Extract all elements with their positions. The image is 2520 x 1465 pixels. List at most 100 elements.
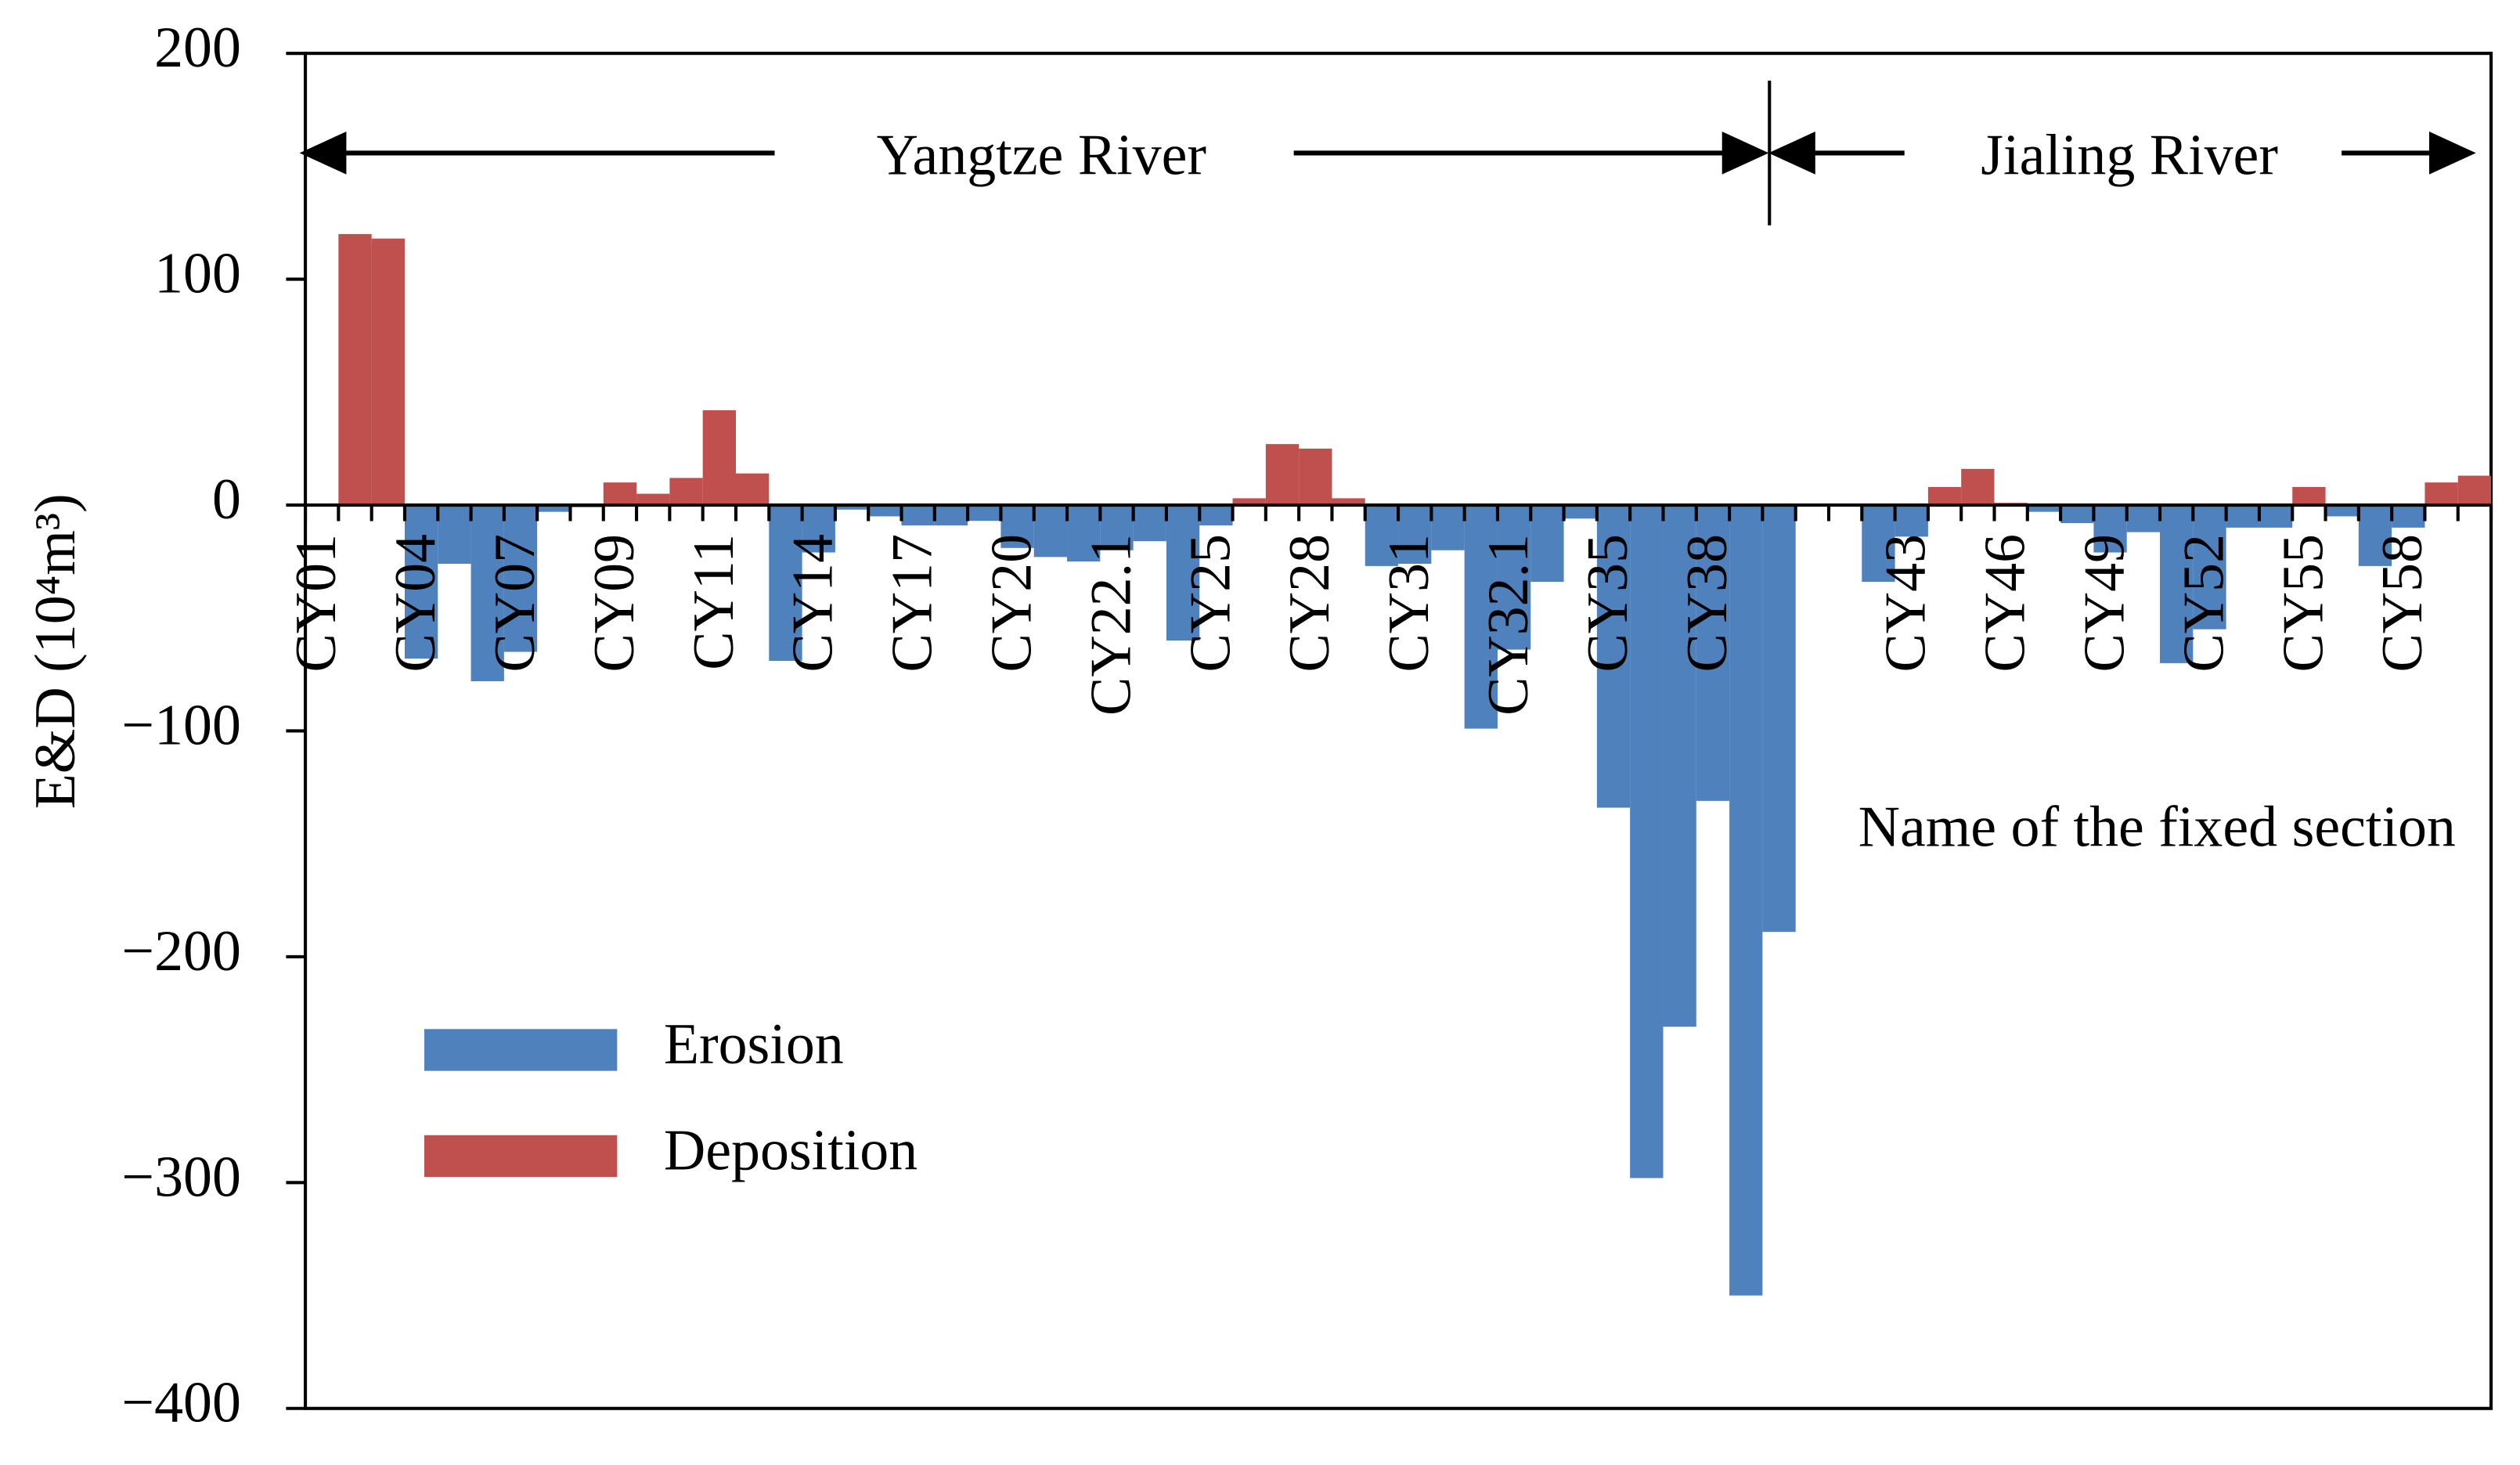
bar [2325, 505, 2359, 517]
x-tick-label: CY14 [781, 534, 845, 673]
x-tick-label: CY17 [880, 534, 944, 673]
x-tick-label: CY35 [1575, 534, 1639, 673]
legend-swatch [424, 1135, 618, 1178]
bar [1497, 505, 1531, 650]
bar [1431, 505, 1465, 550]
bar [2060, 505, 2094, 524]
x-tick-label: CY28 [1277, 534, 1341, 673]
bar [1365, 505, 1399, 566]
bar [1530, 505, 1564, 583]
bar [1762, 505, 1796, 933]
bar [2259, 505, 2293, 528]
y-axis-label: E&D (10⁴m³) [23, 493, 87, 809]
bar [1729, 505, 1763, 1296]
bar [901, 505, 935, 525]
bar [1100, 505, 1134, 550]
x-tick-label: CY07 [482, 534, 546, 673]
annotation: Yangtze River [877, 123, 1206, 187]
bar [2093, 505, 2127, 553]
bar [338, 233, 372, 506]
arrows [299, 132, 2476, 175]
legend-label: Erosion [664, 1012, 844, 1076]
bar [1033, 505, 1068, 557]
y-tick-label: −400 [121, 1370, 241, 1434]
bar [2226, 505, 2259, 528]
x-tick-label: CY32.1 [1476, 534, 1540, 716]
x-tick-label: CY11 [681, 534, 745, 670]
bar [1630, 505, 1664, 1178]
legend-swatch [424, 1029, 618, 1071]
y-tick-label: −100 [121, 692, 241, 756]
bar [1862, 505, 1895, 583]
bar [2160, 505, 2194, 663]
bar [371, 238, 405, 506]
bar [438, 505, 471, 565]
y-tick-label: −200 [121, 918, 241, 983]
bar [1000, 505, 1034, 548]
x-tick-label: CY38 [1675, 534, 1739, 673]
bar [1596, 505, 1631, 808]
bar [1464, 505, 1498, 729]
x-tick-label: CY04 [383, 534, 447, 673]
x-tick-label: CY55 [2270, 534, 2334, 673]
plot-frame [304, 52, 2493, 1410]
x-tick-label: CY58 [2370, 534, 2434, 673]
bar [802, 505, 835, 553]
x-tick-label: CY20 [979, 534, 1044, 673]
bar [1332, 498, 1365, 506]
x-tick-label: CY49 [2072, 534, 2136, 673]
bar [835, 505, 869, 510]
bar [2392, 505, 2425, 528]
bar [1895, 505, 1928, 537]
bar [1927, 486, 1962, 506]
x-tick-label: CY09 [582, 534, 646, 673]
bar [1232, 498, 1266, 506]
x-tick-label: CY43 [1873, 534, 1938, 673]
bar [2358, 505, 2392, 566]
x-tick-label: CY52 [2171, 534, 2235, 673]
bar [2027, 505, 2061, 512]
bar [603, 482, 637, 506]
legend-label: Deposition [664, 1117, 918, 1182]
bar [404, 505, 438, 659]
bar [868, 505, 902, 517]
bar [470, 505, 504, 681]
y-tick-label: 100 [154, 241, 241, 305]
y-tick-label: −300 [121, 1144, 241, 1208]
y-tick-label: 0 [212, 467, 241, 531]
bar [636, 493, 670, 506]
bar [1563, 505, 1597, 519]
bar [1199, 505, 1233, 525]
bar [1067, 505, 1101, 562]
x-tick-label: CY25 [1177, 534, 1242, 673]
annotation: Jialing River [1981, 123, 2278, 187]
bar [537, 505, 571, 512]
x-tick-label: CY31 [1376, 534, 1440, 673]
bar [1133, 505, 1166, 542]
bar [2126, 505, 2161, 532]
bar [1663, 505, 1696, 1027]
x-tick-label: CY22.1 [1078, 534, 1142, 716]
bar [1961, 468, 1995, 506]
bar [968, 505, 1001, 521]
bar [1398, 505, 1432, 565]
bar [769, 505, 802, 662]
x-tick-label: CY46 [1973, 534, 2037, 673]
bar [934, 505, 968, 525]
bar [702, 410, 736, 506]
bar [2193, 505, 2226, 630]
bar [2292, 486, 2326, 506]
bar [1696, 505, 1730, 801]
x-tick-label: CY01 [283, 534, 348, 673]
bar [503, 505, 538, 652]
bar [1265, 444, 1300, 506]
bar [669, 478, 703, 506]
bar [2424, 482, 2458, 506]
x-axis-label: Name of the fixed section [1858, 795, 2456, 859]
y-tick-label: 200 [154, 15, 241, 79]
bar [1166, 505, 1200, 641]
bar [2457, 475, 2492, 506]
bar [735, 473, 770, 506]
bar [1299, 448, 1332, 506]
